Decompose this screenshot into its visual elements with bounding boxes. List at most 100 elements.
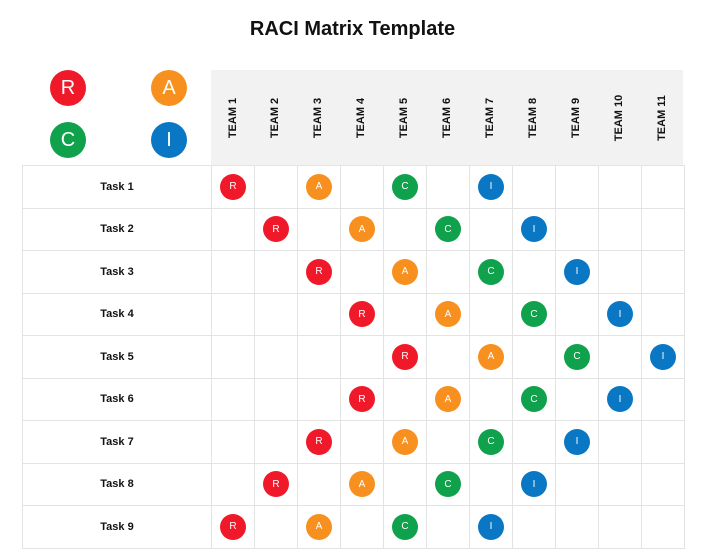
matrix-cell[interactable]: A [297, 165, 341, 209]
matrix-cell[interactable] [254, 165, 298, 209]
matrix-cell[interactable] [598, 420, 642, 464]
matrix-cell[interactable]: A [340, 207, 384, 251]
matrix-cell[interactable]: I [555, 420, 599, 464]
matrix-cell[interactable] [297, 377, 341, 421]
matrix-cell[interactable]: A [297, 505, 341, 549]
matrix-cell[interactable] [340, 250, 384, 294]
matrix-cell[interactable] [469, 462, 513, 506]
matrix-cell[interactable] [469, 207, 513, 251]
matrix-cell[interactable] [426, 250, 470, 294]
matrix-cell[interactable] [555, 165, 599, 209]
matrix-cell[interactable] [340, 335, 384, 379]
matrix-cell[interactable] [641, 250, 685, 294]
matrix-cell[interactable] [383, 292, 427, 336]
matrix-cell[interactable] [641, 207, 685, 251]
matrix-cell[interactable]: R [254, 462, 298, 506]
matrix-cell[interactable] [641, 165, 685, 209]
matrix-cell[interactable]: A [340, 462, 384, 506]
matrix-cell[interactable] [512, 420, 556, 464]
matrix-cell[interactable] [254, 250, 298, 294]
matrix-cell[interactable] [254, 335, 298, 379]
matrix-cell[interactable] [598, 505, 642, 549]
matrix-cell[interactable]: C [469, 250, 513, 294]
matrix-cell[interactable]: I [641, 335, 685, 379]
matrix-cell[interactable] [598, 165, 642, 209]
matrix-cell[interactable]: C [383, 165, 427, 209]
matrix-cell[interactable]: A [383, 250, 427, 294]
matrix-cell[interactable] [598, 335, 642, 379]
matrix-cell[interactable] [555, 505, 599, 549]
matrix-cell[interactable]: I [598, 377, 642, 421]
matrix-cell[interactable] [641, 292, 685, 336]
matrix-cell[interactable] [340, 165, 384, 209]
matrix-cell[interactable]: R [254, 207, 298, 251]
matrix-cell[interactable] [254, 292, 298, 336]
matrix-cell[interactable] [512, 165, 556, 209]
matrix-cell[interactable] [383, 377, 427, 421]
matrix-cell[interactable]: A [469, 335, 513, 379]
matrix-cell[interactable] [211, 462, 255, 506]
matrix-cell[interactable]: I [598, 292, 642, 336]
matrix-cell[interactable] [211, 420, 255, 464]
matrix-cell[interactable]: C [512, 292, 556, 336]
matrix-cell[interactable] [426, 420, 470, 464]
matrix-cell[interactable] [340, 420, 384, 464]
matrix-cell[interactable] [297, 292, 341, 336]
matrix-cell[interactable] [555, 377, 599, 421]
matrix-cell[interactable]: C [383, 505, 427, 549]
matrix-cell[interactable] [555, 292, 599, 336]
matrix-cell[interactable] [211, 292, 255, 336]
matrix-cell[interactable] [383, 207, 427, 251]
matrix-cell[interactable]: A [426, 292, 470, 336]
matrix-cell[interactable] [641, 462, 685, 506]
matrix-cell[interactable]: I [512, 207, 556, 251]
matrix-cell[interactable]: C [469, 420, 513, 464]
matrix-cell[interactable] [211, 207, 255, 251]
matrix-cell[interactable]: A [426, 377, 470, 421]
matrix-cell[interactable]: C [555, 335, 599, 379]
matrix-cell[interactable] [254, 505, 298, 549]
matrix-cell[interactable] [512, 335, 556, 379]
matrix-cell[interactable] [426, 335, 470, 379]
matrix-cell[interactable] [469, 292, 513, 336]
matrix-cell[interactable] [598, 207, 642, 251]
matrix-cell[interactable] [254, 420, 298, 464]
matrix-cell[interactable] [340, 505, 384, 549]
matrix-cell[interactable] [297, 462, 341, 506]
matrix-cell[interactable] [641, 505, 685, 549]
matrix-cell[interactable]: I [469, 505, 513, 549]
matrix-cell[interactable]: R [297, 250, 341, 294]
matrix-cell[interactable] [598, 462, 642, 506]
matrix-cell[interactable]: A [383, 420, 427, 464]
matrix-cell[interactable]: I [469, 165, 513, 209]
matrix-cell[interactable]: C [426, 207, 470, 251]
matrix-cell[interactable]: R [340, 292, 384, 336]
matrix-cell[interactable]: R [383, 335, 427, 379]
matrix-cell[interactable]: R [211, 165, 255, 209]
matrix-cell[interactable] [426, 165, 470, 209]
matrix-cell[interactable] [297, 207, 341, 251]
matrix-cell[interactable] [211, 250, 255, 294]
matrix-cell[interactable]: R [297, 420, 341, 464]
matrix-cell[interactable] [426, 505, 470, 549]
matrix-cell[interactable] [598, 250, 642, 294]
matrix-cell[interactable] [555, 462, 599, 506]
matrix-cell[interactable]: R [211, 505, 255, 549]
matrix-cell[interactable]: C [512, 377, 556, 421]
matrix-cell[interactable] [512, 250, 556, 294]
raci-badge-a: A [392, 428, 418, 455]
matrix-cell[interactable] [469, 377, 513, 421]
matrix-cell[interactable] [641, 377, 685, 421]
matrix-cell[interactable]: I [512, 462, 556, 506]
matrix-cell[interactable] [254, 377, 298, 421]
matrix-cell[interactable] [512, 505, 556, 549]
matrix-cell[interactable] [211, 377, 255, 421]
matrix-cell[interactable] [555, 207, 599, 251]
matrix-cell[interactable] [297, 335, 341, 379]
matrix-cell[interactable]: C [426, 462, 470, 506]
matrix-cell[interactable] [211, 335, 255, 379]
matrix-cell[interactable] [383, 462, 427, 506]
matrix-cell[interactable]: I [555, 250, 599, 294]
matrix-cell[interactable]: R [340, 377, 384, 421]
matrix-cell[interactable] [641, 420, 685, 464]
